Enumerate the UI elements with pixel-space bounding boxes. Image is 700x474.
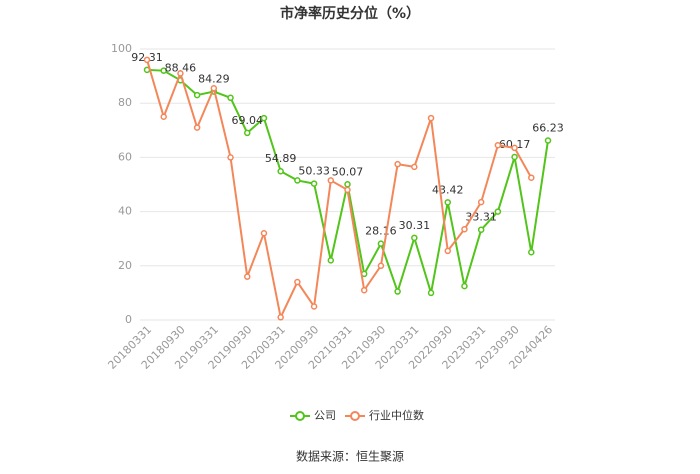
data-label: 54.89 bbox=[265, 152, 297, 165]
data-point bbox=[327, 177, 335, 184]
data-point bbox=[160, 113, 167, 120]
source: 数据来源：恒生聚源 bbox=[296, 449, 404, 464]
data-point bbox=[394, 160, 401, 168]
data-label: 69.04 bbox=[232, 114, 264, 127]
series-line bbox=[146, 59, 533, 321]
y-tick-label: 40 bbox=[118, 205, 132, 218]
data-point bbox=[444, 247, 451, 255]
data-label: 43.42 bbox=[432, 183, 464, 196]
data-point bbox=[227, 154, 234, 161]
data-point bbox=[394, 288, 401, 295]
data-label: 66.23 bbox=[532, 122, 564, 135]
legend-label: 行业中位数 bbox=[369, 408, 424, 422]
data-point bbox=[277, 167, 284, 175]
data-point bbox=[511, 153, 518, 161]
y-tick-label: 100 bbox=[111, 42, 132, 55]
data-point bbox=[327, 257, 335, 264]
data-point bbox=[377, 262, 385, 270]
chart-title: 市净率历史分位（%） bbox=[280, 5, 420, 22]
data-point bbox=[344, 181, 351, 188]
data-point bbox=[177, 70, 184, 77]
data-point bbox=[461, 282, 468, 290]
data-point bbox=[444, 199, 451, 206]
data-label: 50.07 bbox=[332, 165, 364, 178]
data-label: 28.16 bbox=[365, 225, 397, 238]
data-point bbox=[310, 303, 318, 310]
data-point bbox=[411, 163, 418, 171]
data-point bbox=[294, 177, 301, 184]
data-label: 84.29 bbox=[198, 73, 230, 86]
data-label: 88.46 bbox=[165, 61, 197, 74]
data-point bbox=[377, 240, 385, 247]
data-point bbox=[461, 225, 468, 233]
data-point bbox=[160, 67, 167, 74]
data-label: 30.31 bbox=[399, 219, 431, 232]
y-tick-label: 20 bbox=[118, 259, 132, 272]
data-point bbox=[411, 234, 418, 242]
y-tick-label: 80 bbox=[118, 96, 132, 109]
data-point bbox=[143, 56, 151, 64]
legend-label: 公司 bbox=[314, 409, 336, 422]
data-point bbox=[260, 114, 268, 122]
data-point bbox=[344, 186, 351, 194]
data-point bbox=[494, 141, 502, 149]
data-point bbox=[427, 289, 435, 297]
data-point bbox=[528, 174, 535, 181]
data-point bbox=[310, 180, 318, 187]
data-label: 50.33 bbox=[298, 165, 330, 178]
data-point bbox=[511, 144, 518, 152]
data-point bbox=[544, 137, 552, 144]
legend-marker bbox=[295, 411, 305, 421]
data-point bbox=[427, 114, 435, 122]
y-tick-label: 0 bbox=[125, 313, 132, 326]
data-point bbox=[277, 314, 284, 321]
data-point bbox=[193, 91, 201, 99]
data-point bbox=[360, 286, 368, 294]
data-label: 60.17 bbox=[499, 138, 531, 151]
data-point bbox=[494, 208, 502, 215]
data-point bbox=[477, 226, 485, 233]
data-point bbox=[210, 85, 218, 92]
data-point bbox=[294, 278, 301, 286]
legend-marker bbox=[350, 411, 360, 421]
data-point bbox=[244, 129, 251, 137]
data-point bbox=[477, 198, 485, 206]
data-point bbox=[260, 230, 268, 237]
data-point bbox=[244, 273, 251, 280]
data-point bbox=[227, 94, 234, 102]
data-point bbox=[528, 249, 535, 256]
y-tick-label: 60 bbox=[118, 150, 132, 163]
data-point bbox=[193, 124, 201, 131]
